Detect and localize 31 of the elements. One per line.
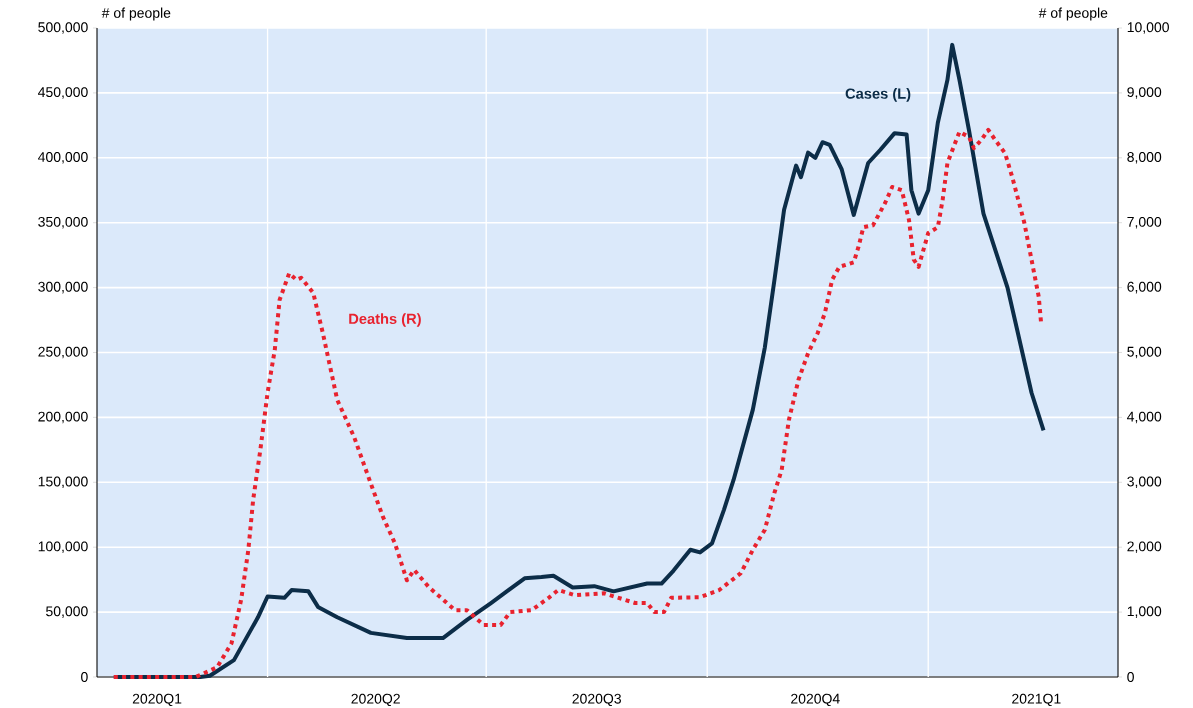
y-tick-label: 400,000 [38, 152, 88, 164]
y2-tick-label: 3,000 [1127, 476, 1162, 489]
y-axis-title: # of people [101, 7, 171, 21]
y-tick-label: 0 [81, 672, 88, 682]
series-label: Deaths (R) [349, 313, 421, 327]
y2-tick-label: 9,000 [1127, 87, 1162, 99]
y-tick-label: 100,000 [38, 541, 88, 553]
y2-tick-label: 2,000 [1127, 541, 1162, 553]
y2-axis-title: # of people [1038, 7, 1108, 21]
x-tick-label: 2020Q3 [572, 693, 621, 707]
y-tick-label: 250,000 [38, 346, 88, 359]
y2-tick-label: 4,000 [1127, 411, 1162, 424]
x-tick-label: 2020Q4 [791, 693, 840, 707]
y-tick-label: 200,000 [38, 411, 88, 424]
x-tick-label: 2020Q1 [132, 693, 182, 707]
y-tick-label: 300,000 [38, 281, 88, 294]
y2-tick-label: 0 [1127, 672, 1134, 682]
text: Cases (L) [845, 88, 911, 102]
y2-tick-label: 8,000 [1127, 152, 1162, 164]
y-tick-label: 350,000 [38, 216, 88, 229]
x-tick-label: 2021Q1 [1012, 693, 1061, 707]
y2-tick-label: 7,000 [1127, 216, 1162, 229]
y-tick-label: 450,000 [38, 87, 88, 99]
y2-tick-label: 1,000 [1127, 606, 1162, 618]
y-tick-label: 500,000 [38, 22, 88, 34]
y-tick-label: 150,000 [38, 476, 88, 489]
y2-tick-label: 5,000 [1127, 346, 1162, 359]
x-tick-label: 2020Q2 [351, 693, 400, 707]
y2-tick-label: 10,000 [1127, 22, 1169, 34]
y2-tick-label: 6,000 [1127, 281, 1162, 294]
y-tick-label: 50,000 [46, 606, 88, 618]
